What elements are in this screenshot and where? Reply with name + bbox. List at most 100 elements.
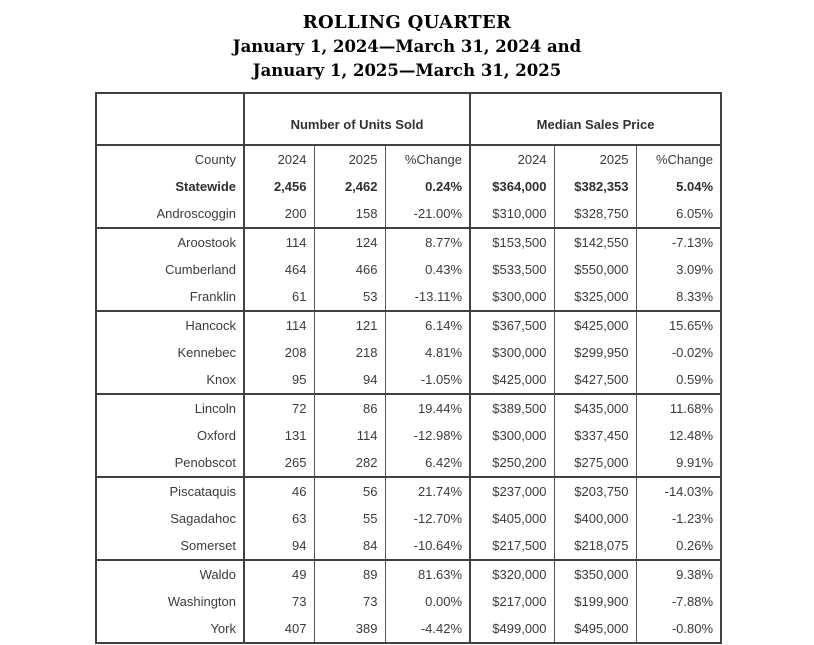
cell-price-2025: $218,075 xyxy=(553,532,637,560)
cell-units-2024: 265 xyxy=(243,449,314,477)
cell-units-2025: 73 xyxy=(313,588,385,615)
cell-county: Oxford xyxy=(196,428,236,443)
col-header-county: County xyxy=(96,144,244,173)
cell-price-change: -1.23% xyxy=(635,505,722,532)
cell-price-2025: $427,500 xyxy=(553,366,637,394)
group-header-row: Number of Units Sold Median Sales Price xyxy=(96,93,722,145)
report-subtitle-line2: January 1, 2025—March 31, 2025 xyxy=(252,61,562,80)
cell-price-2025: $325,000 xyxy=(553,283,637,311)
cell-units-2025: 114 xyxy=(313,422,385,449)
table-row: York 407 389 -4.42% $499,000 $495,000 -0.80% xyxy=(96,615,722,643)
cell-units-2024: 46 xyxy=(243,476,314,505)
cell-units-2024: 49 xyxy=(243,559,314,588)
table-row: Washington 73 73 0.00% $217,000 $199,900 -7.88… xyxy=(96,588,722,615)
cell-units-2024: 114 xyxy=(243,227,314,256)
cell-price-2024: $389,500 xyxy=(469,393,555,422)
table-row: Oxford 131 114 -12.98% $300,000 $337,450 12.48… xyxy=(96,422,722,449)
col-header-units-2024: 2024 xyxy=(243,144,314,173)
cell-price-2025: $350,000 xyxy=(553,559,637,588)
cell-units-change: 0.24% xyxy=(384,173,471,200)
cell-price-change: 9.38% xyxy=(635,559,722,588)
table-row: Lincoln 72 86 19.44% $389,500 $435,000 11.68% xyxy=(96,393,722,422)
cell-price-2024: $425,000 xyxy=(469,366,555,394)
report-title: ROLLING QUARTER xyxy=(302,12,512,33)
table-row: Sagadahoc 63 55 -12.70% $405,000 $400,000 -1.2… xyxy=(96,505,722,532)
cell-price-2024: $310,000 xyxy=(469,200,555,228)
cell-units-2025: 218 xyxy=(313,339,385,366)
cell-price-change: -7.13% xyxy=(635,227,722,256)
cell-price-2024: $320,000 xyxy=(469,559,555,588)
group-header-median-price: Median Sales Price xyxy=(469,93,722,145)
cell-units-change: -4.42% xyxy=(384,615,471,643)
column-header-row: County 2024 2025 %Change 2024 2025 %Chan… xyxy=(96,144,722,173)
cell-county: Penobscot xyxy=(174,455,236,470)
cell-units-change: 8.77% xyxy=(384,227,471,256)
cell-price-2024: $153,500 xyxy=(469,227,555,256)
cell-units-2025: 86 xyxy=(313,393,385,422)
cell-units-change: 81.63% xyxy=(384,559,471,588)
cell-county: Statewide xyxy=(175,179,236,194)
col-header-units-change: %Change xyxy=(384,144,471,173)
cell-price-2025: $299,950 xyxy=(553,339,637,366)
report-subtitle-line1: January 1, 2024—March 31, 2024 and xyxy=(232,37,582,56)
cell-units-2025: 124 xyxy=(313,227,385,256)
cell-units-2025: 2,462 xyxy=(313,173,385,200)
cell-units-2024: 464 xyxy=(243,256,314,283)
cell-units-2024: 208 xyxy=(243,339,314,366)
cell-price-2025: $550,000 xyxy=(553,256,637,283)
cell-units-2025: 389 xyxy=(313,615,385,643)
corner-cell xyxy=(96,93,244,145)
cell-price-2025: $435,000 xyxy=(553,393,637,422)
cell-county: Washington xyxy=(167,594,236,609)
cell-units-change: 19.44% xyxy=(384,393,471,422)
cell-price-2024: $364,000 xyxy=(469,173,555,200)
cell-units-2025: 56 xyxy=(313,476,385,505)
table-row: Kennebec 208 218 4.81% $300,000 $299,950 -0.02… xyxy=(96,339,722,366)
cell-units-change: -21.00% xyxy=(384,200,471,228)
cell-price-2024: $300,000 xyxy=(469,339,555,366)
col-header-price-2025: 2025 xyxy=(553,144,637,173)
cell-units-change: 6.42% xyxy=(384,449,471,477)
cell-units-2024: 61 xyxy=(243,283,314,311)
cell-county: Lincoln xyxy=(96,393,244,422)
cell-county: Waldo xyxy=(96,559,244,588)
cell-units-2025: 94 xyxy=(313,366,385,394)
cell-county: Piscataquis xyxy=(96,476,244,505)
cell-units-2024: 131 xyxy=(243,422,314,449)
cell-price-2025: $425,000 xyxy=(553,310,637,339)
cell-price-change: 3.09% xyxy=(635,256,722,283)
cell-price-change: 5.04% xyxy=(635,173,722,200)
cell-units-2025: 53 xyxy=(313,283,385,311)
cell-price-2024: $300,000 xyxy=(469,422,555,449)
cell-price-2024: $405,000 xyxy=(469,505,555,532)
cell-price-2025: $400,000 xyxy=(553,505,637,532)
cell-units-change: -10.64% xyxy=(384,532,471,560)
col-header-price-2024: 2024 xyxy=(469,144,555,173)
cell-units-2024: 95 xyxy=(243,366,314,394)
cell-price-2025: $337,450 xyxy=(553,422,637,449)
cell-units-change: -13.11% xyxy=(384,283,471,311)
cell-price-2024: $367,500 xyxy=(469,310,555,339)
cell-units-2024: 114 xyxy=(243,310,314,339)
cell-price-change: 0.59% xyxy=(635,366,722,394)
cell-units-2024: 94 xyxy=(243,532,314,560)
cell-units-2024: 73 xyxy=(243,588,314,615)
table-row: Penobscot 265 282 6.42% $250,200 $275,000 9.91… xyxy=(96,449,722,477)
cell-price-change: 8.33% xyxy=(635,283,722,311)
report-title-block: ROLLING QUARTER January 1, 2024—March 31… xyxy=(0,11,814,83)
table-row: Cumberland 464 466 0.43% $533,500 $550,000 3.0… xyxy=(96,256,722,283)
cell-units-2024: 63 xyxy=(243,505,314,532)
cell-price-change: -0.02% xyxy=(635,339,722,366)
cell-price-change: 6.05% xyxy=(635,200,722,228)
cell-county: Hancock xyxy=(96,310,244,339)
cell-price-2025: $142,550 xyxy=(553,227,637,256)
cell-units-2024: 407 xyxy=(243,615,314,643)
cell-units-2025: 282 xyxy=(313,449,385,477)
cell-units-2025: 55 xyxy=(313,505,385,532)
cell-price-change: 9.91% xyxy=(635,449,722,477)
cell-units-2025: 121 xyxy=(313,310,385,339)
cell-county: York xyxy=(210,621,236,636)
cell-price-2024: $250,200 xyxy=(469,449,555,477)
cell-units-2025: 84 xyxy=(313,532,385,560)
cell-units-2025: 466 xyxy=(313,256,385,283)
